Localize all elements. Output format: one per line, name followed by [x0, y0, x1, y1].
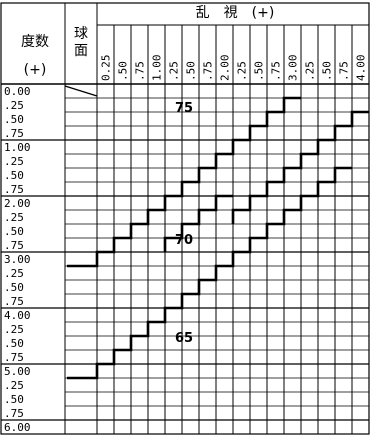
column-label: 1.00: [151, 55, 164, 82]
column-label: .50: [321, 61, 334, 81]
power-title: 度数: [21, 34, 49, 50]
zone-label-75: 75: [175, 101, 193, 116]
boundary-staircase: [231, 110, 369, 224]
row-label: .50: [4, 169, 24, 182]
row-label: 1.00: [4, 141, 31, 154]
row-label: .75: [4, 127, 24, 140]
column-label: .50: [117, 61, 130, 81]
row-label: .50: [4, 337, 24, 350]
column-label: 0.25: [100, 55, 113, 82]
table-border: [0, 2, 370, 435]
row-label: 6.00: [4, 421, 31, 434]
column-label: .25: [304, 61, 317, 81]
row-label: .75: [4, 407, 24, 420]
row-labels: 0.00.25.50.751.00.25.50.752.00.25.50.753…: [4, 85, 31, 434]
column-label: .50: [185, 61, 198, 81]
column-label: 2.00: [219, 55, 232, 82]
power-title-sub: (+): [24, 62, 47, 78]
row-label: .50: [4, 113, 24, 126]
column-label: 3.00: [287, 55, 300, 82]
row-label: .75: [4, 239, 24, 252]
row-label: .25: [4, 211, 24, 224]
row-label: .25: [4, 379, 24, 392]
row-label: .50: [4, 281, 24, 294]
column-labels: 0.25 .50 .75 1.00 .25 .50 .75 2.00 .25 .50 .75 3.00…: [100, 55, 368, 82]
row-label: .25: [4, 267, 24, 280]
column-label: 4.00: [355, 55, 368, 82]
row-label: .75: [4, 295, 24, 308]
column-label: .75: [270, 61, 283, 81]
column-label: .75: [134, 61, 147, 81]
boundary-lines: [67, 96, 369, 380]
boundary-staircase: [67, 96, 301, 268]
row-label: 5.00: [4, 365, 31, 378]
row-label: .75: [4, 183, 24, 196]
zone-label-70: 70: [175, 233, 193, 248]
grid-lines: [0, 2, 370, 435]
zone-label-65: 65: [175, 331, 193, 346]
column-label: .25: [236, 61, 249, 81]
row-label: .25: [4, 323, 24, 336]
column-label: .25: [168, 61, 181, 81]
row-label: .25: [4, 155, 24, 168]
column-label: .75: [202, 61, 215, 81]
boundary-staircase: [163, 194, 233, 252]
column-label: .75: [338, 61, 351, 81]
row-label: 2.00: [4, 197, 31, 210]
row-label: 0.00: [4, 85, 31, 98]
row-label: 3.00: [4, 253, 31, 266]
cylinder-title: 乱 視 (+): [196, 5, 275, 21]
row-label: 4.00: [4, 309, 31, 322]
row-label: .50: [4, 225, 24, 238]
sphere-label-bottom: 面: [74, 43, 88, 59]
row-label: .75: [4, 351, 24, 364]
row-label: .25: [4, 99, 24, 112]
diagonal-mark: [64, 85, 98, 97]
row-label: .50: [4, 393, 24, 406]
column-label: .50: [253, 61, 266, 81]
sphere-label-top: 球: [74, 26, 88, 42]
boundary-staircase: [67, 166, 352, 380]
